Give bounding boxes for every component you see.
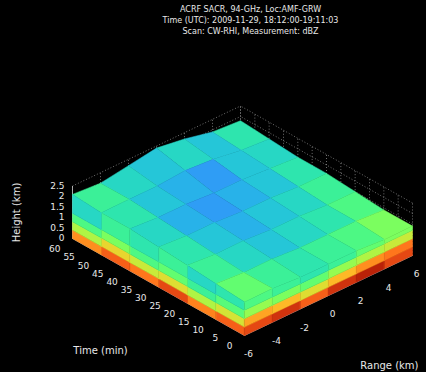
svg-text:Time (min): Time (min) xyxy=(72,345,127,356)
svg-text:15: 15 xyxy=(178,317,189,327)
svg-text:45: 45 xyxy=(92,269,103,279)
svg-text:2: 2 xyxy=(358,296,364,306)
svg-text:1.5: 1.5 xyxy=(50,202,64,212)
svg-text:-4: -4 xyxy=(272,336,281,346)
svg-text:0: 0 xyxy=(227,341,233,351)
svg-text:50: 50 xyxy=(78,261,90,271)
svg-text:-6: -6 xyxy=(244,349,253,359)
svg-text:55: 55 xyxy=(63,252,74,262)
svg-text:Range (km): Range (km) xyxy=(360,360,418,371)
svg-text:ACRF SACR, 94-GHz, Loc:AMF-GRW: ACRF SACR, 94-GHz, Loc:AMF-GRW xyxy=(180,5,321,14)
svg-text:Height (km): Height (km) xyxy=(11,183,22,243)
svg-text:0.5: 0.5 xyxy=(50,223,64,233)
svg-text:10: 10 xyxy=(192,325,204,335)
svg-text:2.5: 2.5 xyxy=(50,181,64,191)
svg-text:40: 40 xyxy=(106,277,118,287)
svg-text:0: 0 xyxy=(330,309,336,319)
svg-text:6: 6 xyxy=(414,269,420,279)
svg-text:4: 4 xyxy=(386,283,392,293)
svg-text:30: 30 xyxy=(135,293,147,303)
svg-text:25: 25 xyxy=(149,301,160,311)
svg-text:Scan: CW-RHI, Measurement: dBZ: Scan: CW-RHI, Measurement: dBZ xyxy=(183,27,319,36)
svg-text:20: 20 xyxy=(164,309,176,319)
svg-text:2: 2 xyxy=(59,191,65,201)
svg-text:1: 1 xyxy=(59,212,65,222)
svg-text:60: 60 xyxy=(49,244,61,254)
svg-text:0: 0 xyxy=(59,233,65,243)
svg-text:-2: -2 xyxy=(300,323,309,333)
svg-text:35: 35 xyxy=(121,285,132,295)
svg-text:5: 5 xyxy=(212,333,218,343)
svg-text:Time (UTC): 2009-11-29, 18:12:: Time (UTC): 2009-11-29, 18:12:00-19:11:0… xyxy=(162,16,339,25)
